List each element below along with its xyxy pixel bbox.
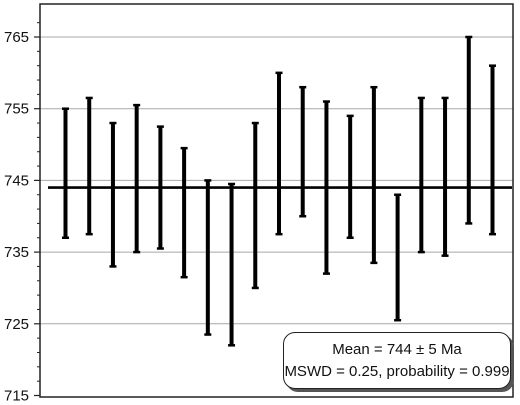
- y-tick-label-745: 745: [4, 172, 29, 189]
- error-bar-4: [133, 103, 141, 254]
- error-bar-3: [109, 121, 117, 268]
- y-tick-label-725: 725: [4, 316, 29, 333]
- plot-area-frame: [39, 3, 514, 398]
- mean-annotation-text: Mean = 744 ± 5 Ma: [332, 340, 462, 358]
- y-tick-label-735: 735: [4, 244, 29, 261]
- statistics-annotation-box: Mean = 744 ± 5 Ma MSWD = 0.25, probabili…: [283, 332, 511, 389]
- mswd-annotation-text: MSWD = 0.25, probability = 0.999: [284, 362, 510, 380]
- y-tick-label-765: 765: [4, 29, 29, 46]
- error-bar-8: [228, 182, 236, 347]
- error-bar-9: [251, 121, 259, 290]
- error-bar-17: [441, 96, 449, 257]
- error-bar-2: [85, 96, 93, 236]
- error-bar-16: [417, 96, 425, 254]
- y-tick-label-755: 755: [4, 101, 29, 118]
- gridlines: [40, 36, 513, 325]
- error-bar-13: [346, 114, 354, 240]
- error-bar-10: [275, 71, 283, 236]
- error-bar-18: [465, 35, 473, 225]
- y-tick-label-715: 715: [4, 388, 29, 405]
- y-axis-tick-labels: 715 725 735 745 755 765: [4, 29, 29, 405]
- error-bar-14: [370, 85, 378, 265]
- error-bar-6: [180, 146, 188, 279]
- error-bar-7: [204, 179, 212, 336]
- error-bars: [62, 35, 496, 347]
- error-bar-19: [489, 64, 496, 236]
- y-axis-ticks: [34, 22, 40, 397]
- error-bar-15: [394, 193, 402, 322]
- error-bar-11: [299, 85, 307, 218]
- error-bar-1: [62, 107, 69, 240]
